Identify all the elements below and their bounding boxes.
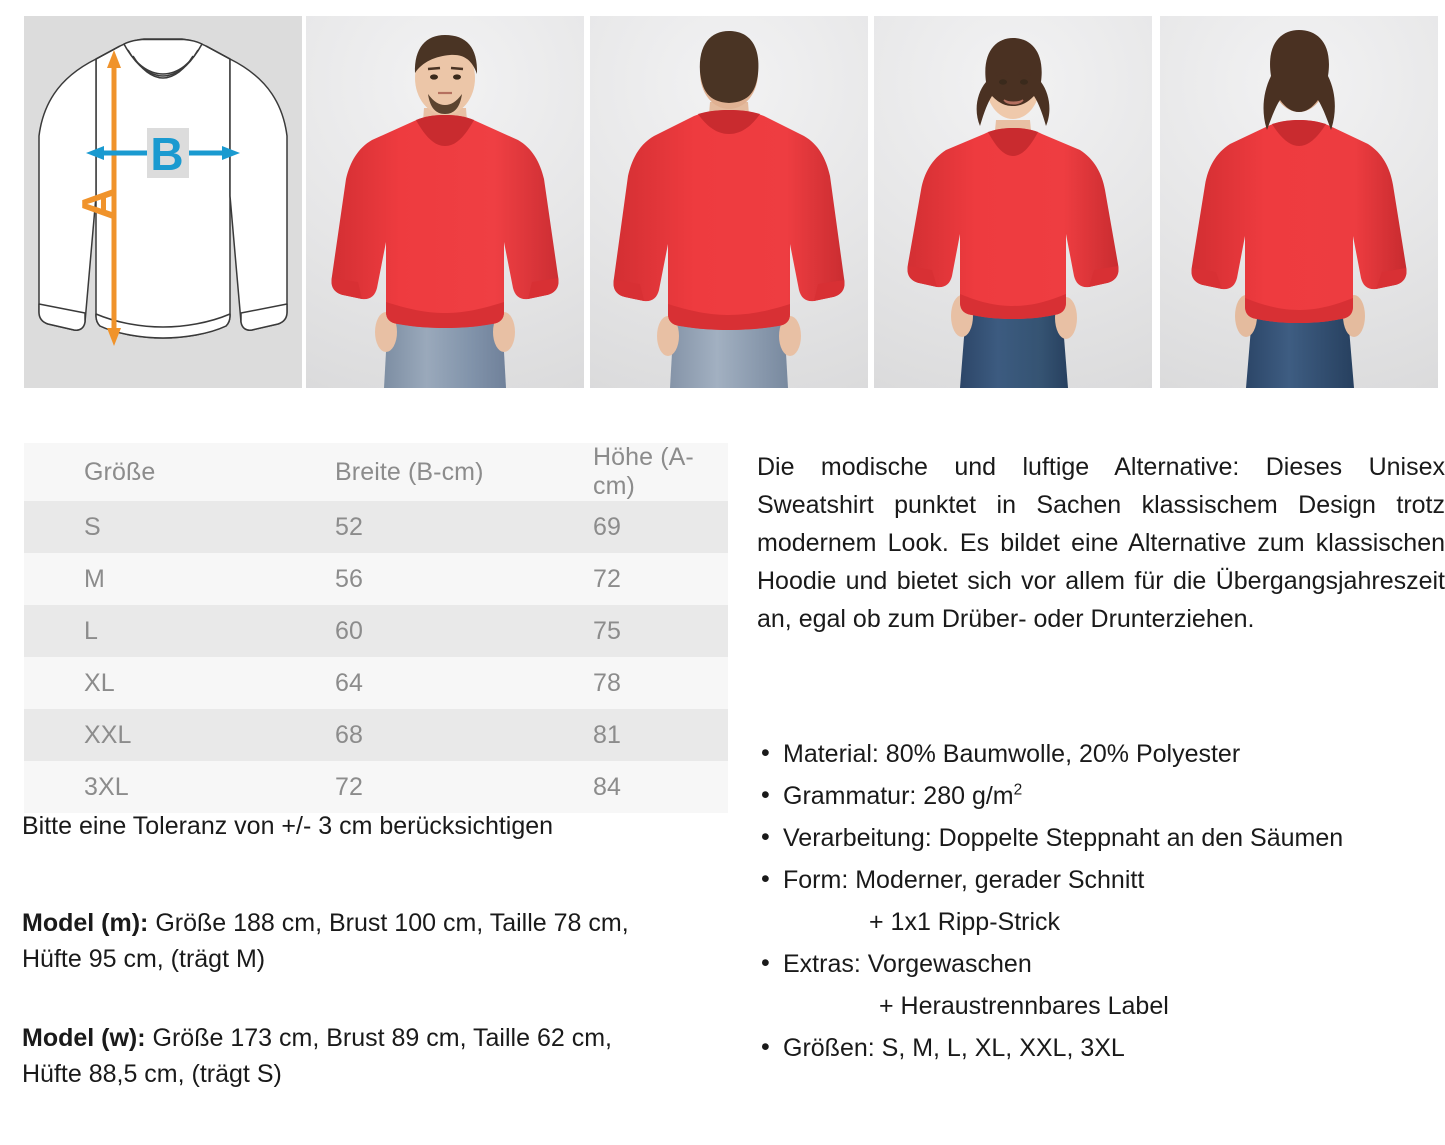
- model-female-line1: Größe 173 cm, Brust 89 cm, Taille 62 cm,: [145, 1024, 612, 1052]
- cell-width: 52: [335, 512, 364, 541]
- table-row: 3XL 72 84: [24, 761, 728, 813]
- feature-grammatur: • Grammatur: 280 g/m2: [757, 781, 1445, 810]
- label-b: B: [150, 128, 183, 180]
- bullet-icon: •: [761, 865, 770, 893]
- bullet-icon: •: [761, 1033, 770, 1061]
- header-height: Höhe (A-cm): [593, 443, 694, 500]
- feature-superscript: 2: [1013, 781, 1023, 799]
- table-row: XL 64 78: [24, 657, 728, 709]
- cell-size: XL: [84, 668, 115, 697]
- table-header-row: Größe Breite (B-cm) Höhe (A-cm): [24, 443, 728, 501]
- feature-form: • Form: Moderner, gerader Schnitt: [757, 865, 1445, 894]
- cell-size: L: [84, 616, 99, 645]
- model-male-line1: Größe 188 cm, Brust 100 cm, Taille 78 cm…: [148, 909, 629, 937]
- panel-model-female-front: [874, 16, 1152, 388]
- model-male-line2: Hüfte 95 cm, (trägt M): [22, 944, 266, 973]
- feature-extras-sub: + Heraustrennbares Label: [757, 994, 1445, 1019]
- model-female-label: Model (w):: [22, 1024, 146, 1052]
- label-a: A: [72, 187, 124, 220]
- feature-text: Grammatur: 280 g/m: [783, 782, 1014, 810]
- cell-width: 56: [335, 564, 364, 593]
- feature-text: Material: 80% Baumwolle, 20% Polyester: [783, 740, 1241, 768]
- bullet-icon: •: [761, 823, 770, 851]
- panel-model-male-back: [590, 16, 868, 388]
- feature-material: • Material: 80% Baumwolle, 20% Polyester: [757, 739, 1445, 768]
- cell-height: 69: [593, 512, 622, 541]
- feature-sizes: • Größen: S, M, L, XL, XXL, 3XL: [757, 1033, 1445, 1062]
- cell-size: XXL: [84, 720, 132, 749]
- size-table-element: Größe Breite (B-cm) Höhe (A-cm) S 52 69 …: [24, 443, 728, 813]
- photo-model-female-back: [1191, 30, 1407, 388]
- cell-size: M: [84, 564, 105, 593]
- photo-model-female-front: [907, 38, 1119, 388]
- table-row: S 52 69: [24, 501, 728, 553]
- table-row: XXL 68 81: [24, 709, 728, 761]
- panel-model-male-front: [306, 16, 584, 388]
- cell-size: S: [84, 512, 101, 541]
- panel-model-female-back: [1160, 16, 1438, 388]
- model-female-info: Model (w): Größe 173 cm, Brust 89 cm, Ta…: [22, 1021, 722, 1092]
- tolerance-note: Bitte eine Toleranz von +/- 3 cm berücks…: [22, 812, 554, 840]
- model-male-info: Model (m): Größe 188 cm, Brust 100 cm, T…: [22, 906, 722, 977]
- panel-size-diagram: A B: [24, 16, 302, 388]
- cell-width: 64: [335, 668, 364, 697]
- photo-model-male-front: [331, 35, 559, 388]
- description-text: Die modische und luftige Alternative: Di…: [757, 453, 1445, 633]
- cell-height: 78: [593, 668, 622, 697]
- cell-height: 75: [593, 616, 622, 645]
- product-image-strip: A B: [0, 0, 1445, 400]
- model-info-block: Model (m): Größe 188 cm, Brust 100 cm, T…: [22, 906, 722, 1136]
- feature-text: Form: Moderner, gerader Schnitt: [783, 866, 1145, 894]
- feature-form-sub: + 1x1 Ripp-Strick: [757, 910, 1445, 935]
- header-size: Größe: [84, 457, 156, 486]
- cell-width: 72: [335, 772, 364, 801]
- cell-height: 72: [593, 564, 622, 593]
- feature-list: • Material: 80% Baumwolle, 20% Polyester…: [757, 739, 1445, 1078]
- feature-verarbeitung: • Verarbeitung: Doppelte Steppnaht an de…: [757, 823, 1445, 852]
- bullet-icon: •: [761, 781, 770, 809]
- bullet-icon: •: [761, 949, 770, 977]
- cell-height: 84: [593, 772, 622, 801]
- photo-model-male-back: [613, 31, 845, 388]
- model-female-line2: Hüfte 88,5 cm, (trägt S): [22, 1059, 282, 1088]
- feature-text: + Heraustrennbares Label: [879, 992, 1169, 1020]
- cell-height: 81: [593, 720, 622, 749]
- feature-text: + 1x1 Ripp-Strick: [869, 908, 1061, 936]
- cell-width: 60: [335, 616, 364, 645]
- sweatshirt-measurement-diagram: A B: [38, 38, 288, 346]
- cell-width: 68: [335, 720, 364, 749]
- cell-size: 3XL: [84, 772, 129, 801]
- bullet-icon: •: [761, 739, 770, 767]
- size-table: Größe Breite (B-cm) Höhe (A-cm) S 52 69 …: [24, 443, 728, 813]
- feature-text: Extras: Vorgewaschen: [783, 950, 1032, 978]
- header-width: Breite (B-cm): [335, 457, 484, 486]
- table-row: M 56 72: [24, 553, 728, 605]
- feature-text: Verarbeitung: Doppelte Steppnaht an den …: [783, 824, 1344, 852]
- feature-text: Größen: S, M, L, XL, XXL, 3XL: [783, 1034, 1125, 1062]
- product-description: Die modische und luftige Alternative: Di…: [757, 448, 1445, 638]
- model-male-label: Model (m):: [22, 909, 149, 937]
- feature-extras: • Extras: Vorgewaschen: [757, 949, 1445, 978]
- table-row: L 60 75: [24, 605, 728, 657]
